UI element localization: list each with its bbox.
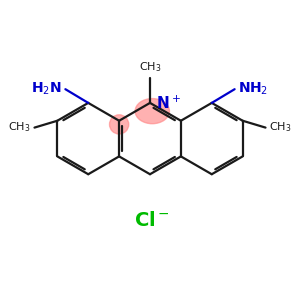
Text: CH$_3$: CH$_3$: [269, 121, 292, 134]
Text: H$_2$N: H$_2$N: [31, 80, 62, 97]
Text: CH$_3$: CH$_3$: [139, 60, 161, 74]
Text: CH$_3$: CH$_3$: [8, 121, 31, 134]
Ellipse shape: [135, 99, 169, 124]
Text: N$^+$: N$^+$: [156, 94, 181, 112]
Text: Cl$^-$: Cl$^-$: [134, 212, 170, 230]
Ellipse shape: [110, 115, 129, 134]
Text: NH$_2$: NH$_2$: [238, 80, 268, 97]
